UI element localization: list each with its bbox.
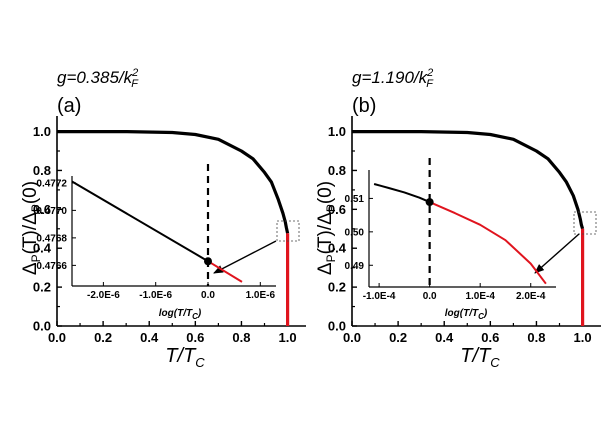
inset-y-tick-label-b: 0.50 [345, 227, 365, 238]
inset-red-curve-a [207, 260, 243, 283]
x-tick-label-a: 0.6 [186, 330, 204, 345]
y-axis-title-b: ΔP(T)/ΔP(0) [315, 181, 338, 275]
inset-x-tick-label-b: 2.0E-4 [516, 291, 546, 302]
y-tick-label-b: 0.0 [328, 319, 346, 334]
x-tick-label-a: 0.8 [232, 330, 250, 345]
inset-x-tick-label-a: -2.0E-6 [87, 290, 120, 301]
inset-x-title-b: log(T/TC) [445, 308, 488, 321]
inset-y-tick-label-a: 0.4770 [36, 206, 67, 217]
inset-y-tick-label-a: 0.4772 [36, 178, 67, 189]
inset-critical-point-b [425, 198, 434, 207]
inset-y-tick-label-b: 0.49 [345, 261, 365, 272]
panel-letter-b: (b) [352, 95, 376, 117]
y-tick-label-b: 1.0 [328, 124, 346, 139]
y-tick-label-b: 0.4 [328, 241, 347, 256]
coupling-label-a: g=0.385/k2 F [57, 67, 139, 90]
x-tick-label-a: 0.4 [140, 330, 159, 345]
x-axis-title-a: T/TC [165, 345, 205, 370]
x-tick-label-a: 0.0 [48, 330, 66, 345]
y-axis-title-a: ΔP(T)/ΔP(0) [20, 181, 43, 275]
plot-layer: 0.0 0.2 0.4 0.6 0.8 1.0 0.0 0.2 0.4 0.6 0.8 1.0 -2.0… [33, 116, 601, 345]
inset-black-curve-a [71, 180, 209, 263]
inset-x-tick-label-a: 1.0E-6 [246, 290, 276, 301]
inset-x-tick-label-a: 0.0 [201, 290, 215, 301]
inset-x-tick-label-b: 0.0 [423, 291, 437, 302]
inset-y-tick-label-a: 0.4766 [36, 261, 67, 272]
inset-x-tick-label-b: -1.0E-4 [363, 291, 396, 302]
x-tick-label-a: 1.0 [279, 330, 297, 345]
y-tick-label-a: 0.8 [33, 163, 51, 178]
zoom-region-a [276, 220, 300, 242]
zoom-region-b [573, 211, 597, 235]
inset-x-tick-label-b: 1.0E-4 [465, 291, 495, 302]
inset-x-tick-label-a: -1.0E-6 [139, 290, 172, 301]
x-tick-label-b: 1.0 [574, 330, 592, 345]
inset-red-curve-b [429, 201, 547, 285]
inset-y-tick-label-b: 0.51 [345, 194, 365, 205]
x-tick-label-b: 0.2 [389, 330, 407, 345]
inset-black-curve-b [373, 183, 430, 204]
zoom-arrow-a [213, 240, 277, 274]
y-tick-label-a: 0.6 [33, 202, 51, 217]
x-tick-label-b: 0.6 [481, 330, 499, 345]
inset-x-title-a: log(T/TC) [159, 308, 202, 321]
panel-letter-a: (a) [57, 95, 81, 117]
x-tick-label-b: 0.0 [343, 330, 361, 345]
y-tick-label-b: 0.8 [328, 163, 346, 178]
x-tick-label-b: 0.8 [527, 330, 545, 345]
gap-curve-b [352, 130, 585, 230]
coupling-label-b: g=1.190/k2 F [352, 67, 434, 90]
y-tick-label-a: 0.2 [33, 280, 51, 295]
y-tick-label-a: 0.0 [33, 319, 51, 334]
x-axis-title-b: T/TC [460, 345, 500, 370]
y-tick-label-b: 0.2 [328, 280, 346, 295]
zoom-arrow-b [534, 233, 580, 274]
inset-y-tick-label-a: 0.4768 [36, 233, 67, 244]
y-tick-label-b: 0.6 [328, 202, 346, 217]
y-tick-label-a: 0.4 [33, 241, 52, 256]
x-tick-label-a: 0.2 [94, 330, 112, 345]
gap-curve-a [57, 130, 290, 234]
y-tick-label-a: 1.0 [33, 124, 51, 139]
inset-critical-point-a [204, 257, 212, 266]
x-tick-label-b: 0.4 [435, 330, 454, 345]
